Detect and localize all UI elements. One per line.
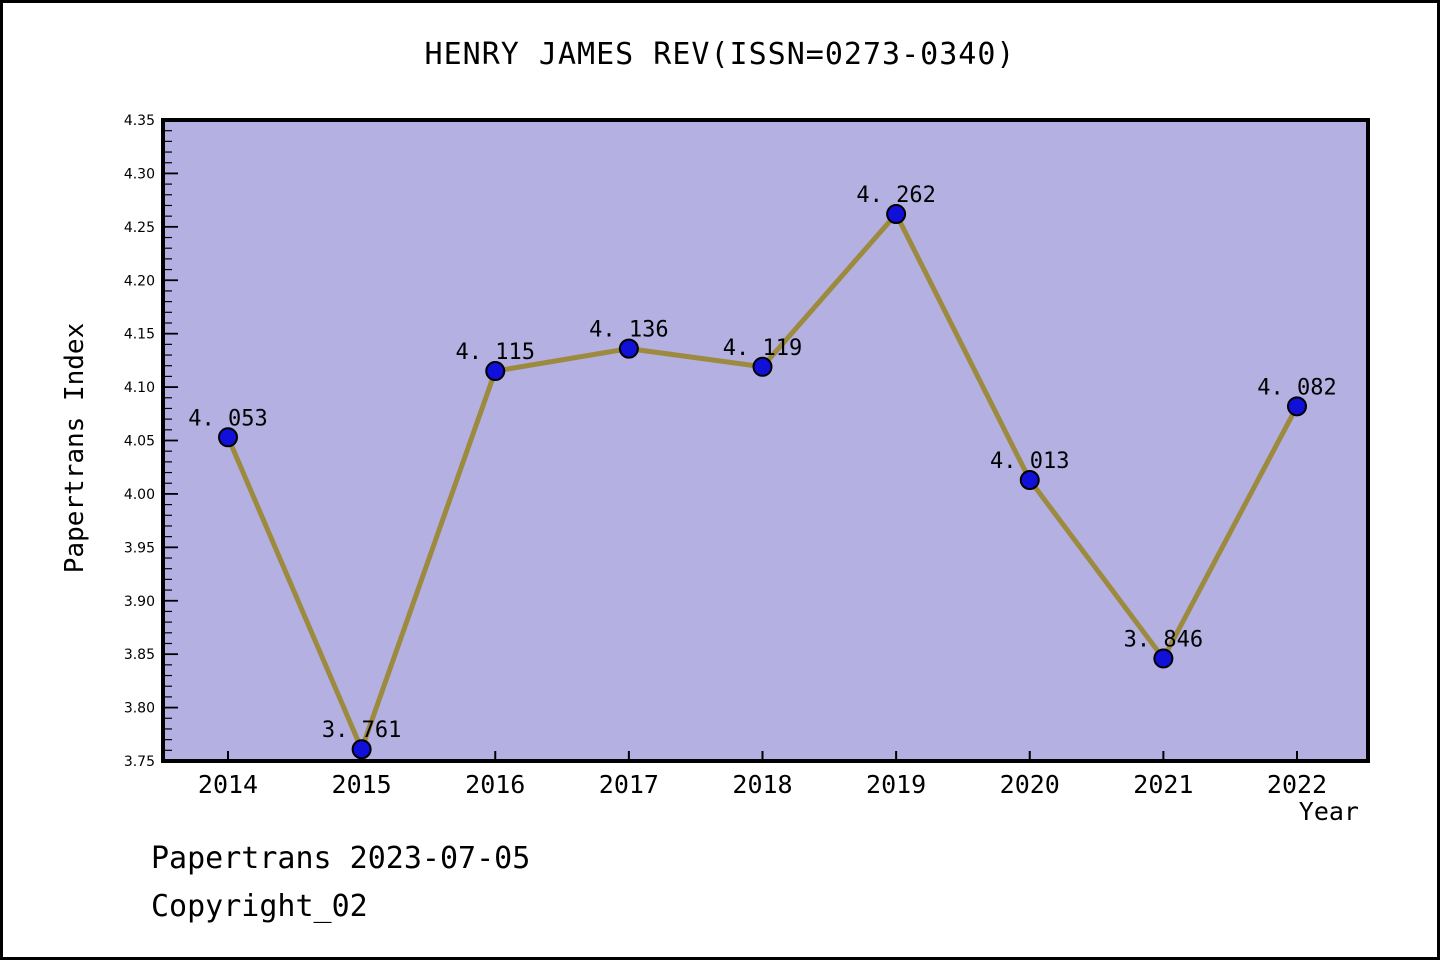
data-point-label: 3. 846 (1124, 627, 1203, 652)
y-axis-tick-label: 3.85 (124, 647, 155, 663)
data-point-label: 3. 761 (322, 718, 401, 743)
data-point-label: 4. 053 (188, 406, 267, 431)
data-point (1019, 470, 1040, 491)
x-axis-title: Year (1298, 797, 1359, 826)
y-axis-tick-label: 4.20 (124, 273, 155, 289)
data-point (886, 204, 907, 225)
data-point-label: 4. 082 (1257, 375, 1336, 400)
y-axis-tick-label: 4.10 (124, 380, 155, 396)
data-point (351, 739, 372, 760)
y-axis-tick-label: 4.05 (124, 434, 155, 450)
data-point-label: 4. 136 (589, 318, 668, 343)
y-axis-title: Papertrans Index (60, 322, 90, 574)
data-point (1287, 396, 1307, 417)
chart-svg: 3.75 3.80 3.85 3.90 3.95 4.00 4.05 4.10 4.15 4.20… (124, 113, 1370, 799)
y-axis-tick-label: 3.90 (124, 594, 155, 610)
y-axis-tick-label: 4.30 (124, 166, 155, 182)
y-axis-tick-label: 3.75 (124, 754, 155, 770)
x-axis-tick-label: 2018 (732, 770, 792, 799)
y-axis-tick-label: 3.95 (124, 540, 155, 556)
y-axis-tick-label: 4.35 (124, 113, 155, 129)
y-axis-tick-label: 3.80 (124, 701, 155, 717)
data-point (752, 356, 773, 377)
x-axis-tick-label: 2020 (1000, 770, 1060, 799)
y-axis-tick-label: 4.00 (124, 487, 155, 503)
x-axis-tick-label: 2021 (1133, 770, 1193, 799)
data-point-label: 4. 013 (990, 449, 1069, 474)
y-axis-tick-label: 4.25 (124, 220, 155, 236)
y-axis-tick-label: 4.15 (124, 327, 155, 343)
data-point (1153, 648, 1174, 669)
x-axis-tick-label: 2016 (465, 770, 525, 799)
x-axis-tick-label: 2017 (599, 770, 659, 799)
data-point-label: 4. 115 (456, 340, 535, 365)
plot-area (161, 118, 1370, 763)
x-axis-tick-label: 2022 (1267, 770, 1327, 799)
x-axis-tick-label: 2019 (866, 770, 926, 799)
footer-copyright: Copyright_02 (151, 889, 368, 924)
data-point (218, 427, 238, 448)
footer-watermark: Papertrans 2023-07-05 (151, 841, 531, 876)
x-axis-tick-label: 2015 (332, 770, 392, 799)
chart-title: HENRY JAMES REV(ISSN=0273-0340) (424, 37, 1016, 72)
x-axis-tick-label: 2014 (198, 770, 258, 799)
data-point-label: 4. 262 (856, 183, 935, 208)
data-point (618, 338, 639, 359)
data-point-label: 4. 119 (723, 336, 802, 361)
data-point (485, 361, 506, 382)
